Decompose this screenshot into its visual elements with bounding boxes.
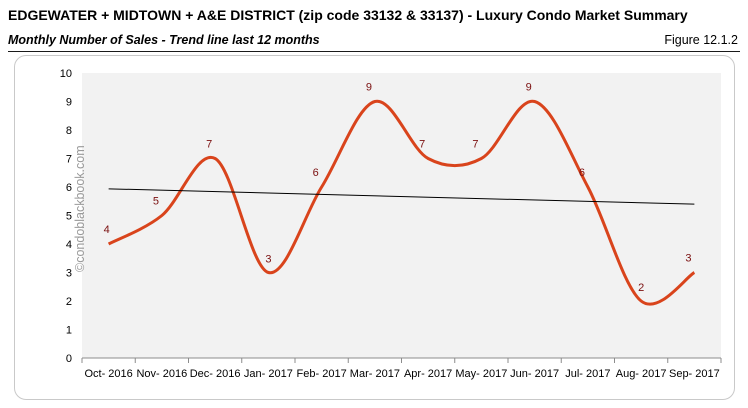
data-label: 6: [579, 167, 585, 179]
y-tick-label: 2: [66, 296, 72, 308]
data-label: 5: [153, 196, 159, 208]
x-tick-label: Feb- 2017: [297, 368, 347, 380]
y-tick-label: 6: [66, 182, 72, 194]
data-label: 7: [472, 139, 478, 151]
plot-area: [82, 73, 721, 358]
series-line: [107, 99, 696, 306]
page-title: EDGEWATER + MIDTOWN + A&E DISTRICT (zip …: [8, 7, 688, 23]
figure-label: Figure 12.1.2: [664, 33, 738, 47]
y-tick-label: 5: [66, 211, 72, 223]
x-tick-label: Dec- 2016: [190, 368, 241, 380]
data-label: 3: [265, 254, 271, 266]
trend-line: [108, 188, 695, 205]
watermark: ©condoblackbook.com: [73, 145, 87, 272]
x-tick-label: Aug- 2017: [616, 368, 667, 380]
y-tick-label: 9: [66, 97, 72, 109]
data-label: 2: [638, 282, 644, 294]
data-labels: 4 5 7 3 6 9 7 7 9 6 2 3: [104, 82, 692, 295]
y-tick-label: 7: [66, 154, 72, 166]
header-divider: [8, 51, 740, 52]
y-axis: 0 1 2 3 4 5 6 7 8 9 10: [60, 68, 72, 365]
x-tick-label: Mar- 2017: [350, 368, 400, 380]
data-label: 9: [366, 82, 372, 94]
x-tick-label: May- 2017: [455, 368, 507, 380]
data-label: 6: [313, 167, 319, 179]
x-tick-label: Oct- 2016: [84, 368, 132, 380]
y-tick-label: 4: [66, 239, 72, 251]
data-label: 4: [104, 224, 110, 236]
x-tick-label: Jan- 2017: [244, 368, 293, 380]
y-tick-label: 1: [66, 325, 72, 337]
x-axis: Oct- 2016 Nov- 2016 Dec- 2016 Jan- 2017 Feb-…: [81, 357, 722, 380]
data-label: 7: [419, 139, 425, 151]
x-tick-label: Apr- 2017: [404, 368, 452, 380]
x-tick-label: Sep- 2017: [669, 368, 720, 380]
x-tick-label: Nov- 2016: [136, 368, 187, 380]
y-tick-label: 0: [66, 353, 72, 365]
data-label: 9: [526, 82, 532, 94]
x-tick-label: Jun- 2017: [510, 368, 559, 380]
y-tick-label: 3: [66, 268, 72, 280]
y-tick-label: 8: [66, 125, 72, 137]
x-tick-label: Jul- 2017: [565, 368, 610, 380]
data-label: 3: [685, 253, 691, 265]
y-tick-label: 10: [60, 68, 72, 80]
data-label: 7: [206, 139, 212, 151]
chart-subtitle: Monthly Number of Sales - Trend line las…: [8, 33, 320, 47]
